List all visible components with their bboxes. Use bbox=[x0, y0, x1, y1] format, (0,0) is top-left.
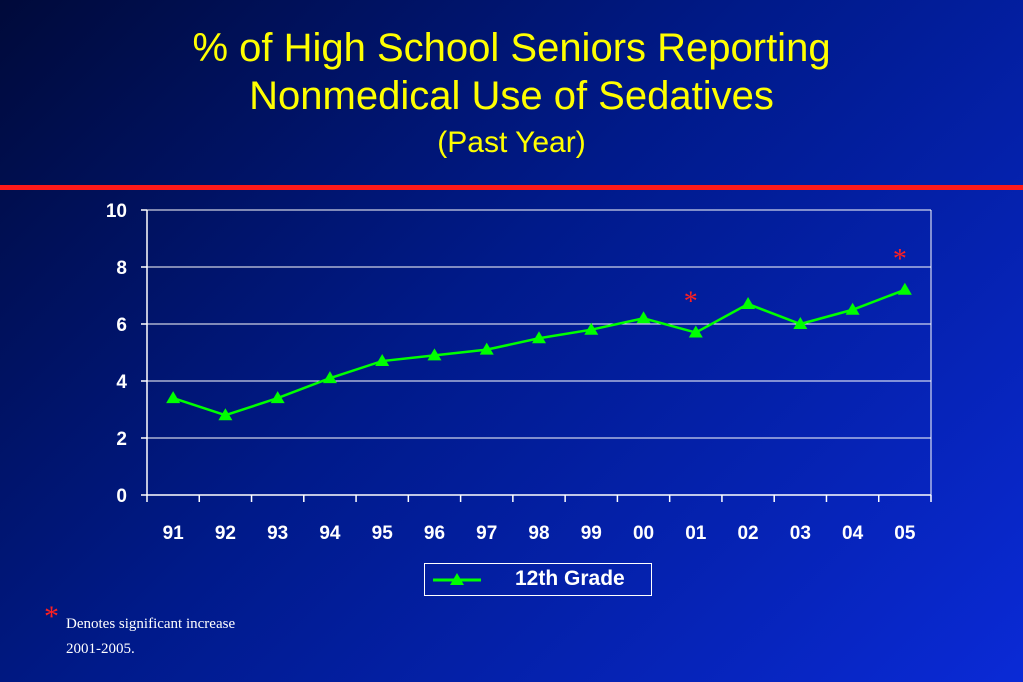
significance-asterisk: * bbox=[893, 244, 907, 275]
x-tick-label: 03 bbox=[790, 523, 811, 544]
y-tick-label: 10 bbox=[106, 201, 127, 222]
x-tick-label: 93 bbox=[267, 523, 288, 544]
y-tick-label: 2 bbox=[116, 429, 127, 450]
chart-title-line1: % of High School Seniors Reporting bbox=[192, 26, 831, 70]
x-tick-label: 94 bbox=[319, 523, 341, 544]
footnote-line2: 2001-2005. bbox=[66, 641, 135, 657]
data-point bbox=[636, 311, 651, 324]
data-point bbox=[584, 322, 599, 335]
data-point bbox=[897, 282, 912, 295]
data-point bbox=[793, 317, 808, 329]
data-point bbox=[375, 354, 390, 367]
x-tick-label: 98 bbox=[528, 523, 549, 544]
data-point bbox=[688, 325, 703, 338]
x-tick-label: 92 bbox=[215, 523, 236, 544]
title-block: % of High School Seniors Reporting Nonme… bbox=[0, 24, 1023, 162]
footnote-asterisk: * bbox=[44, 600, 59, 633]
data-point bbox=[166, 391, 181, 404]
legend: 12th Grade bbox=[424, 563, 652, 596]
y-tick-label: 0 bbox=[116, 486, 127, 507]
x-tick-label: 00 bbox=[633, 523, 654, 544]
data-point bbox=[427, 348, 442, 361]
title-divider bbox=[0, 185, 1023, 190]
data-point bbox=[218, 408, 233, 421]
x-tick-label: 97 bbox=[476, 523, 497, 544]
chart-title-line2: Nonmedical Use of Sedatives bbox=[249, 74, 774, 118]
data-point bbox=[845, 302, 860, 315]
series-line bbox=[172, 288, 906, 417]
data-point bbox=[322, 371, 337, 384]
x-tick-label: 04 bbox=[842, 523, 864, 544]
x-tick-label: 95 bbox=[372, 523, 394, 544]
x-tick-label: 91 bbox=[163, 523, 185, 544]
chart-subtitle: (Past Year) bbox=[437, 126, 586, 159]
legend-series-label: 12th Grade bbox=[515, 567, 625, 590]
significance-asterisk: * bbox=[684, 287, 698, 318]
y-tick-label: 6 bbox=[116, 315, 127, 336]
data-point bbox=[532, 331, 546, 344]
legend-marker bbox=[433, 573, 481, 585]
x-tick-label: 99 bbox=[581, 523, 602, 544]
x-tick-label: 05 bbox=[894, 523, 916, 544]
x-tick-label: 01 bbox=[685, 523, 707, 544]
y-tick-label: 8 bbox=[116, 258, 127, 279]
x-tick-label: 96 bbox=[424, 523, 445, 544]
data-point bbox=[270, 391, 285, 404]
x-tick-label: 02 bbox=[737, 523, 758, 544]
data-point bbox=[479, 342, 494, 355]
footnote-line1: Denotes significant increase bbox=[66, 616, 236, 632]
y-tick-label: 4 bbox=[116, 372, 127, 393]
data-point bbox=[741, 297, 756, 310]
